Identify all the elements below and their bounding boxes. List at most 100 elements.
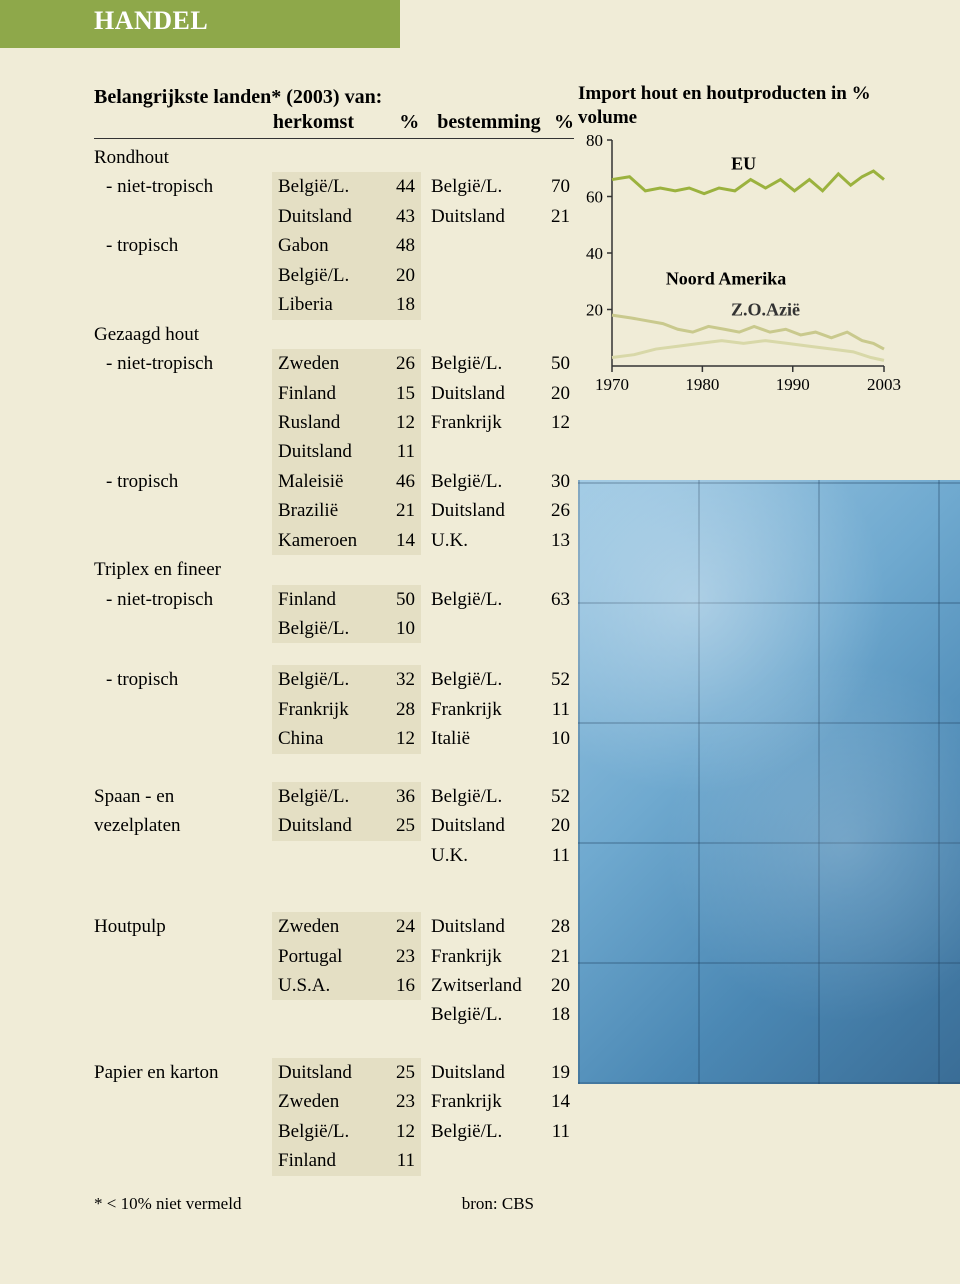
origin-pct: 43 xyxy=(381,202,421,231)
category-header-row: Gezaagd hout xyxy=(94,320,584,349)
dest-pct: 52 xyxy=(535,782,576,811)
svg-text:1990: 1990 xyxy=(776,375,810,394)
subcategory-label: - niet-tropisch xyxy=(94,589,213,610)
table-row: Kameroen14U.K.13 xyxy=(94,526,584,555)
origin-country: Zweden xyxy=(272,349,381,378)
decorative-photo xyxy=(578,480,960,1084)
table-row: België/L.20 xyxy=(94,261,584,290)
table-row: België/L.12België/L.11 xyxy=(94,1117,584,1146)
origin-pct: 23 xyxy=(381,942,421,971)
title-part-a: Belangrijkste landen* (2003) xyxy=(94,86,340,108)
origin-pct: 46 xyxy=(381,467,421,496)
trade-table: Rondhout- niet-tropischBelgië/L.44België… xyxy=(94,143,584,1176)
dest-pct: 20 xyxy=(535,811,576,840)
origin-pct: 25 xyxy=(381,811,421,840)
table-row: Zweden23Frankrijk14 xyxy=(94,1087,584,1116)
origin-country: België/L. xyxy=(272,614,381,643)
origin-pct: 50 xyxy=(381,585,421,614)
dest-pct: 52 xyxy=(535,665,576,694)
origin-country: Brazilië xyxy=(272,496,381,525)
origin-pct: 26 xyxy=(381,349,421,378)
category-label: Rondhout xyxy=(94,147,169,168)
col-dest: bestemming xyxy=(437,111,540,134)
svg-text:EU: EU xyxy=(731,153,756,173)
subcategory-label: - tropisch xyxy=(94,669,178,690)
svg-text:40: 40 xyxy=(586,244,603,263)
origin-country: China xyxy=(272,724,381,753)
origin-pct: 32 xyxy=(381,665,421,694)
dest-pct: 30 xyxy=(535,467,576,496)
dest-pct: 20 xyxy=(535,379,576,408)
dest-pct: 28 xyxy=(535,912,576,941)
dest-country: Duitsland xyxy=(427,912,535,941)
origin-pct: 21 xyxy=(381,496,421,525)
dest-pct: 20 xyxy=(535,971,576,1000)
dest-pct: 12 xyxy=(535,408,576,437)
dest-pct: 63 xyxy=(535,585,576,614)
svg-text:80: 80 xyxy=(586,134,603,150)
dest-country: Duitsland xyxy=(427,1058,535,1087)
import-chart: Import hout en houtproducten in % volume… xyxy=(578,82,908,414)
origin-country: Kameroen xyxy=(272,526,381,555)
dest-country: België/L. xyxy=(427,1000,535,1029)
dest-pct: 13 xyxy=(535,526,576,555)
origin-pct: 20 xyxy=(381,261,421,290)
origin-country: Gabon xyxy=(272,231,381,260)
col-origin-pct: % xyxy=(386,111,429,134)
dest-country: Frankrijk xyxy=(427,942,535,971)
table-row: - tropischMaleisië46België/L.30 xyxy=(94,467,584,496)
footnote-left: * < 10% niet vermeld xyxy=(94,1194,241,1214)
dest-pct: 70 xyxy=(535,172,576,201)
table-row: U.K.11 xyxy=(94,841,584,870)
chart-plot: 204060801970198019902003EUNoord AmerikaZ… xyxy=(578,134,908,414)
table-row: - tropisch Gabon48 xyxy=(94,231,584,260)
table-row: U.S.A.16Zwitserland20 xyxy=(94,971,584,1000)
table-row: HoutpulpZweden24Duitsland28 xyxy=(94,912,584,941)
table-row: Frankrijk28Frankrijk11 xyxy=(94,695,584,724)
dest-country: België/L. xyxy=(427,172,535,201)
origin-pct: 12 xyxy=(381,724,421,753)
origin-pct: 15 xyxy=(381,379,421,408)
origin-pct: 25 xyxy=(381,1058,421,1087)
origin-country: Finland xyxy=(272,379,381,408)
category-header-row: Rondhout xyxy=(94,143,584,172)
col-origin: herkomst xyxy=(269,111,386,134)
table-row: Finland11 xyxy=(94,1146,584,1175)
table-row: Papier en kartonDuitsland25Duitsland19 xyxy=(94,1058,584,1087)
category-label: Triplex en fineer xyxy=(94,559,221,580)
origin-pct: 44 xyxy=(381,172,421,201)
dest-country: België/L. xyxy=(427,1117,535,1146)
dest-pct: 14 xyxy=(535,1087,576,1116)
svg-text:1980: 1980 xyxy=(685,375,719,394)
table-row: - niet-tropischZweden26België/L.50 xyxy=(94,349,584,378)
dest-country: Frankrijk xyxy=(427,408,535,437)
origin-country: Frankrijk xyxy=(272,695,381,724)
dest-country: Duitsland xyxy=(427,379,535,408)
dest-country: België/L. xyxy=(427,349,535,378)
svg-text:2003: 2003 xyxy=(867,375,901,394)
table-row: Liberia18 xyxy=(94,290,584,319)
dest-pct: 21 xyxy=(535,202,576,231)
dest-country: U.K. xyxy=(427,841,535,870)
dest-pct: 26 xyxy=(535,496,576,525)
origin-country: België/L. xyxy=(272,665,381,694)
origin-pct: 16 xyxy=(381,971,421,1000)
origin-pct: 11 xyxy=(381,437,421,466)
subcategory-label: - tropisch xyxy=(94,235,178,256)
table-row: Spaan - enBelgië/L.36België/L.52 xyxy=(94,782,584,811)
col-dest-pct: % xyxy=(541,111,574,134)
origin-pct: 12 xyxy=(381,1117,421,1146)
dest-country: Duitsland xyxy=(427,496,535,525)
subcategory-label: - tropisch xyxy=(94,471,178,492)
table-row: Rusland12Frankrijk12 xyxy=(94,408,584,437)
table-row: Brazilië21Duitsland26 xyxy=(94,496,584,525)
origin-pct: 48 xyxy=(381,231,421,260)
dest-pct: 11 xyxy=(535,841,576,870)
dest-country: U.K. xyxy=(427,526,535,555)
origin-country: Duitsland xyxy=(272,437,381,466)
dest-pct: 21 xyxy=(535,942,576,971)
subcategory-label: - niet-tropisch xyxy=(94,176,213,197)
origin-pct: 11 xyxy=(381,1146,421,1175)
origin-country: Zweden xyxy=(272,912,381,941)
dest-country: Duitsland xyxy=(427,202,535,231)
